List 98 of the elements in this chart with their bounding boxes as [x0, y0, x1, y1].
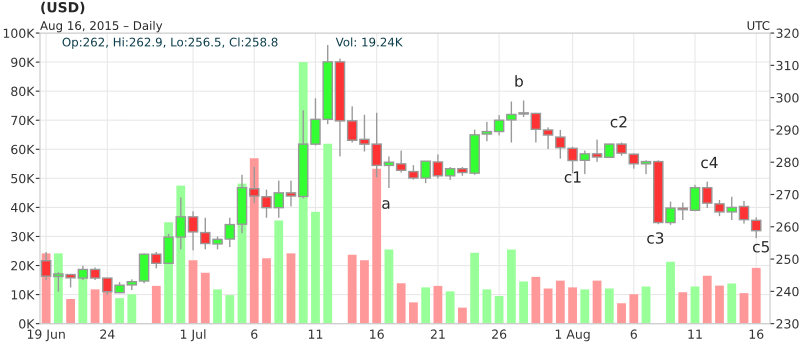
y2-tick-label: 250: [776, 254, 799, 264]
y2-tick-label: 270: [776, 190, 799, 200]
bar: [678, 292, 688, 324]
bar: [90, 289, 100, 324]
y-tick-label: 70K: [11, 116, 35, 126]
y2-tick-label: 310: [776, 60, 799, 70]
x-tick-label: 16: [750, 329, 764, 339]
bar: [506, 250, 516, 324]
bar: [262, 258, 271, 324]
bar: [323, 144, 332, 324]
bar: [458, 308, 467, 324]
bar: [409, 302, 418, 324]
bar: [54, 253, 63, 324]
x-tick-label: 16: [370, 329, 384, 339]
y-tick-label: 30K: [11, 232, 35, 242]
bar: [384, 250, 394, 324]
x-tick-label: 21: [430, 329, 445, 339]
bar: [250, 158, 259, 324]
bar: [286, 253, 296, 324]
bar: [127, 294, 136, 324]
bar: [556, 280, 565, 324]
annotation: Op:262, Hi:262.9, Lo:256.5, Cl:258.8: [62, 37, 278, 49]
y2-tick-label: 230: [776, 319, 799, 329]
bar: [727, 284, 736, 324]
bar: [642, 286, 650, 324]
bar: [604, 288, 614, 324]
y-tick-label: 90K: [11, 58, 35, 68]
bar: [152, 286, 161, 324]
bar: [740, 293, 748, 324]
y-tick-label: 10K: [12, 290, 35, 300]
y-tick-label: 100K: [4, 28, 35, 38]
candlestick: [555, 129, 566, 160]
y-tick-label: 60K: [11, 144, 35, 154]
x-tick-label: 24: [100, 329, 115, 339]
bar: [617, 303, 626, 324]
bar: [482, 289, 492, 324]
bar: [396, 283, 406, 324]
bar: [666, 262, 675, 324]
bar: [421, 287, 430, 324]
bar: [702, 276, 712, 324]
bar: [592, 280, 602, 324]
bar: [544, 288, 552, 324]
chart-title: (USD): [41, 2, 84, 14]
bar: [470, 252, 480, 324]
annotation: c1: [564, 171, 581, 183]
bar: [433, 286, 442, 324]
annotation: c5: [753, 241, 769, 253]
bar: [519, 282, 528, 324]
y2-tick-label: 290: [776, 125, 799, 135]
y-tick-label: 20K: [11, 260, 35, 270]
x-tick-label: 1 Jul: [180, 329, 206, 342]
x-tick-label: 1 Aug: [556, 330, 590, 342]
bar: [690, 286, 700, 324]
y2-tick-label: 260: [776, 222, 799, 232]
bar: [580, 289, 590, 324]
bar: [311, 212, 320, 324]
x-tick-label: 26: [492, 329, 506, 339]
x-tick-label: 6: [630, 329, 637, 339]
annotation: c3: [647, 232, 664, 244]
bar: [531, 276, 540, 324]
chart-subtitle: Aug 16, 2015 – Daily: [40, 20, 162, 32]
bar: [115, 298, 124, 324]
bar: [372, 168, 382, 324]
bar: [200, 272, 210, 324]
bar: [360, 260, 369, 324]
y-tick-label: 50K: [11, 174, 35, 184]
annotation: c2: [610, 116, 626, 128]
y-tick-label: 40K: [10, 202, 35, 212]
x-tick-label: 11: [688, 330, 702, 339]
y-tick-label: 0K: [19, 319, 35, 329]
bar: [213, 289, 222, 324]
bar: [494, 296, 504, 324]
text: UTC: [748, 21, 770, 30]
bar: [629, 294, 638, 324]
y-tick-label: 80K: [11, 86, 35, 96]
annotation: c4: [701, 156, 718, 168]
candlestick: [542, 126, 554, 150]
y2-tick-label: 320: [776, 28, 799, 38]
bar: [66, 298, 76, 324]
annotation: b: [515, 75, 523, 87]
bar: [348, 254, 357, 324]
y2-tick-label: 280: [776, 158, 799, 168]
bar: [225, 295, 234, 324]
x-tick-label: 19 Jun: [28, 329, 65, 342]
annotation: a: [382, 200, 390, 209]
bar: [274, 220, 284, 324]
annotation: Vol: 19.24K: [336, 37, 403, 47]
bar: [752, 268, 761, 324]
bar: [568, 287, 577, 324]
y2-tick-label: 240: [776, 286, 799, 296]
bar: [715, 286, 724, 324]
x-tick-label: 11: [308, 330, 322, 339]
bar: [188, 260, 198, 324]
x-tick-label: 6: [251, 329, 258, 339]
candlestick: [408, 164, 419, 180]
candlestick: [396, 150, 406, 174]
y2-tick-label: 300: [776, 93, 799, 103]
bar: [446, 291, 455, 324]
